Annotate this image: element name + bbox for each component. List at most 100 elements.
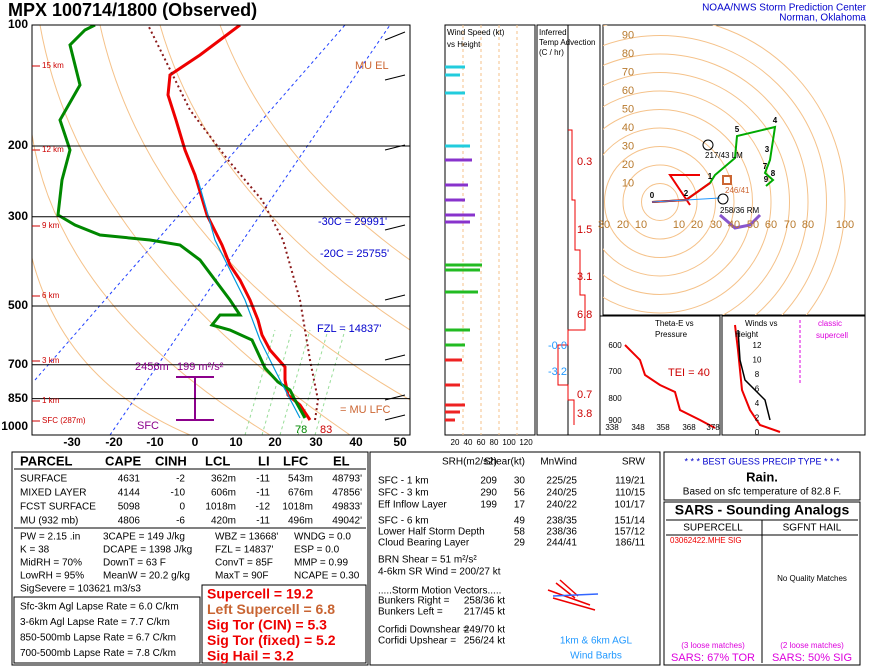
cell: 249/70 kt xyxy=(464,625,505,636)
cell: 110/15 xyxy=(615,488,645,499)
cell: 244/41 xyxy=(546,538,577,549)
mean-wind xyxy=(722,175,732,185)
pressure-label: 100 xyxy=(8,17,28,31)
tick-label: 20 xyxy=(622,159,634,171)
temp-label: 20 xyxy=(268,435,282,449)
index: ConvT = 85F xyxy=(215,558,273,569)
tick-label: 100 xyxy=(836,219,854,231)
composite-index: Supercell = 19.2 xyxy=(207,586,313,602)
temp-label: 40 xyxy=(349,435,363,449)
annotation: 83 xyxy=(320,424,332,436)
tick-label: 0 xyxy=(755,428,760,437)
sars-header: SUPERCELL xyxy=(683,523,743,534)
tick-label: 10 xyxy=(622,177,634,189)
cell: 49042' xyxy=(332,516,362,527)
cell: -11 xyxy=(256,474,270,485)
storm-label: 217/43 LM xyxy=(705,151,743,160)
tick-label: 338 xyxy=(605,423,619,432)
panel-title: Wind Speed (kt) xyxy=(447,28,505,37)
org: Norman, Oklahoma xyxy=(779,13,866,24)
lapse-rate: Sfc-3km Agl Lapse Rate = 6.0 C/km xyxy=(20,602,179,613)
hodo-point: 7 xyxy=(763,162,768,171)
tick-label: 378 xyxy=(706,423,720,432)
wind-bars-colored xyxy=(445,65,482,422)
sars-loose: (2 loose matches) xyxy=(780,641,844,650)
column-header: EL xyxy=(333,453,350,468)
index: FZL = 14837' xyxy=(215,545,274,556)
cell: 49833' xyxy=(332,502,362,513)
cell: SFC - 6 km xyxy=(378,516,429,527)
column-header: SRH(m2/s2) xyxy=(442,457,497,468)
note: classic xyxy=(818,319,842,328)
barb-label: Wind Barbs xyxy=(570,651,622,662)
cell: 238/36 xyxy=(546,527,577,538)
annotation: SFC xyxy=(137,420,159,432)
temp-label: 50 xyxy=(393,435,407,449)
note: supercell xyxy=(816,331,848,340)
column-header: CAPE xyxy=(105,453,141,468)
pressure-label: 850 xyxy=(8,391,28,405)
index: DownT = 63 F xyxy=(103,558,166,569)
temp-label: 10 xyxy=(229,435,243,449)
hodo-point: 2 xyxy=(684,189,689,198)
tick-label: 10 xyxy=(635,219,647,231)
annotation: MU EL xyxy=(355,60,389,72)
tick-label: 800 xyxy=(608,394,622,403)
cell: 48793' xyxy=(332,474,362,485)
height-label: 9 km xyxy=(42,221,60,230)
column-header: LI xyxy=(258,453,270,468)
cell: 5098 xyxy=(118,502,141,513)
cell: 47856' xyxy=(332,488,362,499)
precip-title: * * * BEST GUESS PRECIP TYPE * * * xyxy=(684,456,840,466)
storm-left xyxy=(702,139,714,151)
sars-rules xyxy=(666,519,858,663)
cell: 209 xyxy=(480,476,497,487)
index: MeanW = 20.2 g/kg xyxy=(103,571,190,582)
index: MMP = 0.99 xyxy=(294,558,348,569)
index: MaxT = 90F xyxy=(215,571,268,582)
tick-label: 80 xyxy=(802,219,814,231)
cell: 256/24 kt xyxy=(464,636,505,647)
cell: Corfidi Upshear = xyxy=(378,636,456,647)
cell: 30 xyxy=(514,476,526,487)
cell: SURFACE xyxy=(20,474,68,485)
advection-value: 3.8 xyxy=(577,408,592,420)
section-title: .....Storm Motion Vectors..... xyxy=(378,586,501,597)
index: WBZ = 13668' xyxy=(215,532,278,543)
pressure-label: 500 xyxy=(8,298,28,312)
advection-value: -3.2 xyxy=(548,366,567,378)
parcel-rules xyxy=(14,468,366,529)
annotation: 78 xyxy=(295,424,307,436)
cell: 29 xyxy=(514,538,526,549)
annotation: = MU LFC xyxy=(340,404,390,416)
index: 3CAPE = 149 J/kg xyxy=(103,532,185,543)
cell: 58 xyxy=(514,527,526,538)
tick-label: 348 xyxy=(631,423,645,432)
theta-e-profile xyxy=(624,344,716,429)
composite-index: Sig Tor (fixed) = 5.2 xyxy=(207,632,336,648)
cell: 238/35 xyxy=(546,516,577,527)
lapse-box xyxy=(13,596,201,664)
panel-title: Temp Advection xyxy=(539,38,595,47)
cell: 49 xyxy=(514,516,526,527)
temp-label: -10 xyxy=(146,435,164,449)
cell: -2 xyxy=(176,474,185,485)
cell: 676m xyxy=(288,488,313,499)
hodo-point: 5 xyxy=(735,125,740,134)
panel-title: vs Height xyxy=(447,40,481,49)
tei: TEI = 40 xyxy=(668,367,710,379)
tick-label: 80 xyxy=(622,48,634,60)
tick-label: 40 xyxy=(728,219,740,231)
annotation: 2456m xyxy=(135,361,169,373)
tick-label: 70 xyxy=(622,66,634,78)
temp-label: 30 xyxy=(309,435,323,449)
hodo-point: 9 xyxy=(764,175,769,184)
column-header: LFC xyxy=(283,453,309,468)
tick-label: 100 xyxy=(502,438,516,447)
column-header: LCL xyxy=(205,453,230,468)
cell: SFC - 1 km xyxy=(378,476,429,487)
tick-label: 20 xyxy=(691,219,703,231)
tick-label: 600 xyxy=(608,341,622,350)
cell: 362m xyxy=(211,474,236,485)
